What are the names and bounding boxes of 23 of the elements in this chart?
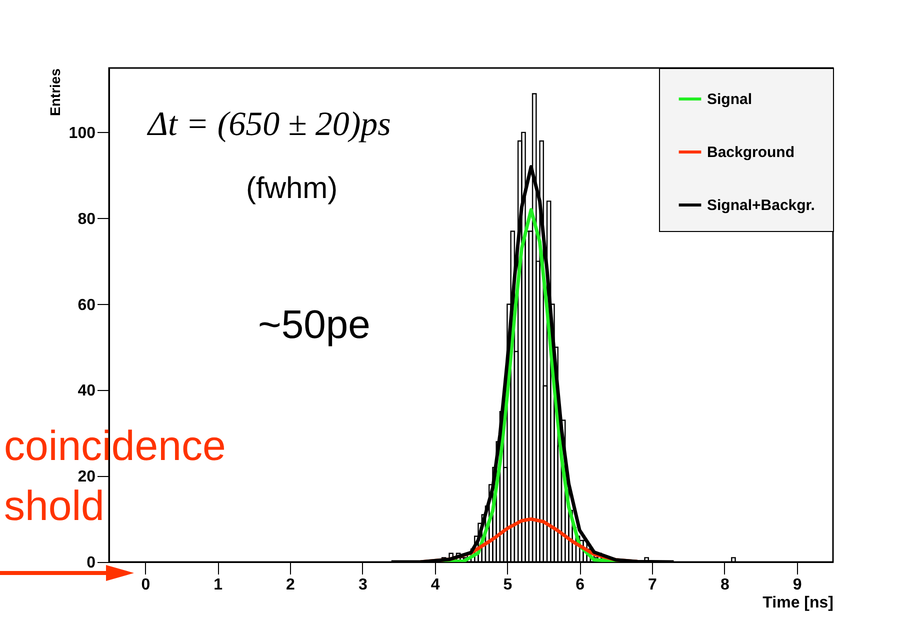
annotation: ~50pe [258,303,370,347]
legend-label: Signal [707,91,752,108]
legend-label: Signal+Backgr. [707,197,815,214]
y-tick-label: 80 [78,210,96,228]
x-tick-label: 1 [214,576,223,594]
y-axis-title: Entries [46,68,63,116]
x-tick-label: 8 [720,576,730,594]
y-tick-label: 60 [78,296,96,314]
y-tick-label: 0 [86,554,96,572]
y-tick-label: 40 [78,382,96,400]
y-tick-label: 100 [68,124,96,142]
annotation: Δt = (650 ± 20)ps [146,106,391,143]
x-tick-label: 9 [792,576,802,594]
x-tick-label: 6 [576,576,585,594]
x-tick-label: 2 [286,576,296,594]
legend-label: Background [707,144,795,161]
x-tick-label: 0 [141,576,150,594]
x-tick-label: 5 [503,576,512,594]
x-tick-label: 7 [648,576,658,594]
x-axis-title: Time [ns] [762,594,834,612]
x-tick-label: 3 [358,576,368,594]
x-tick-label: 4 [430,576,440,594]
annotation: (fwhm) [246,172,338,205]
